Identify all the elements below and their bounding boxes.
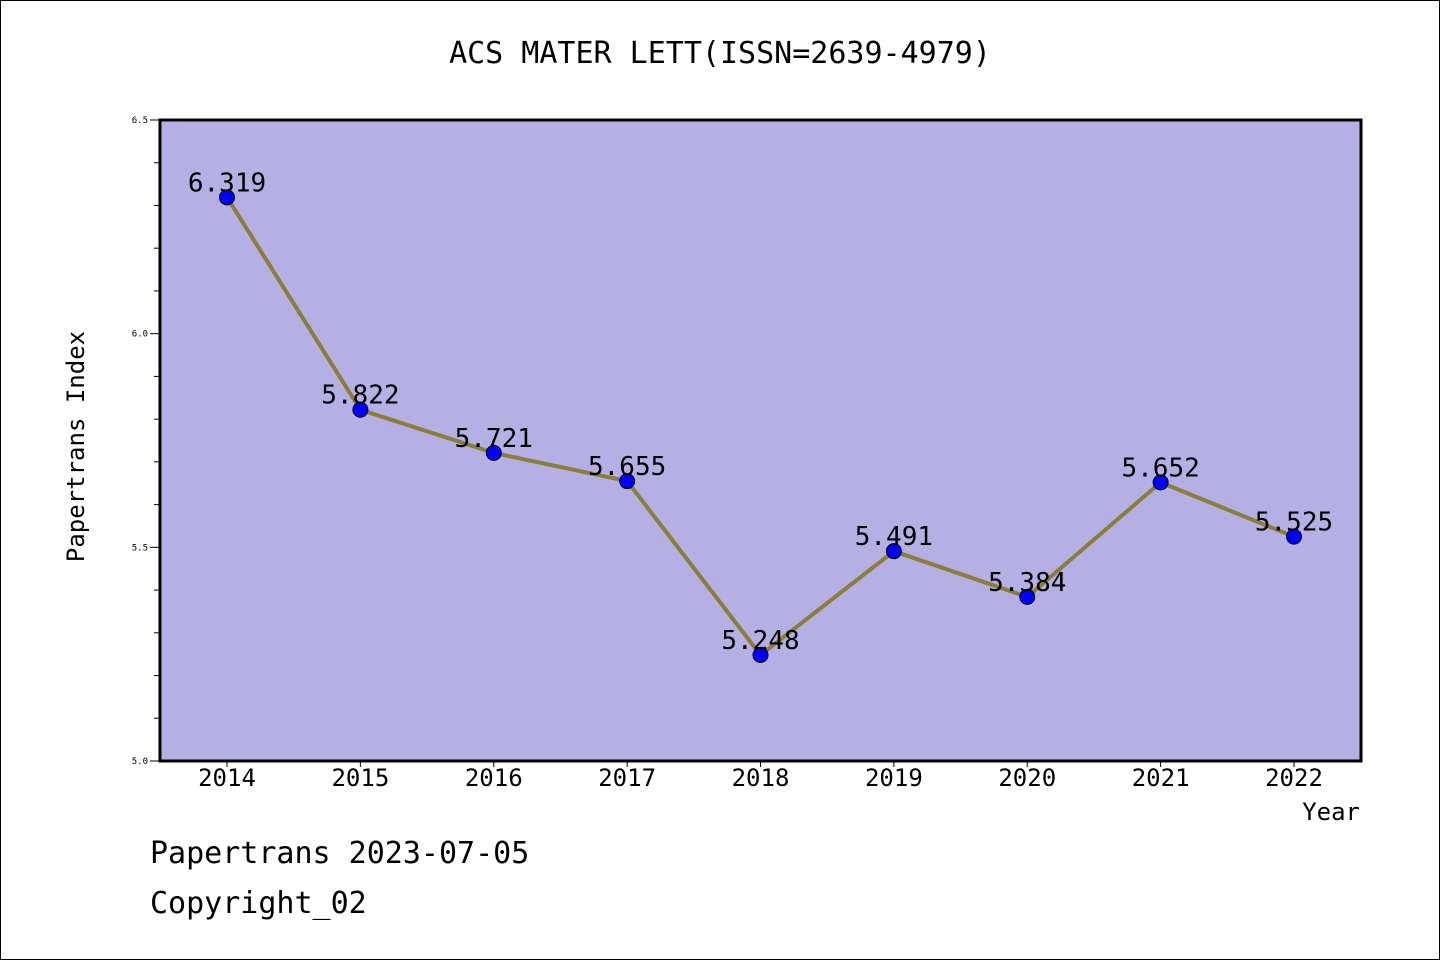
data-label: 5.822 bbox=[321, 381, 399, 411]
y-tick-label: 5.0 bbox=[132, 757, 148, 767]
x-tick-label: 2019 bbox=[865, 764, 923, 792]
chart-title: ACS MATER LETT(ISSN=2639-4979) bbox=[449, 36, 991, 71]
y-tick-label: 6.0 bbox=[132, 330, 148, 340]
data-point bbox=[1286, 528, 1302, 545]
data-label: 5.384 bbox=[988, 568, 1066, 598]
y-axis-label: Papertrans Index bbox=[62, 331, 90, 562]
data-point bbox=[352, 401, 369, 418]
data-label: 6.319 bbox=[188, 168, 266, 198]
data-point bbox=[1152, 474, 1169, 491]
data-point bbox=[1019, 588, 1036, 605]
x-axis-label: Year bbox=[1302, 798, 1360, 826]
x-tick-label: 2017 bbox=[598, 764, 656, 792]
data-label: 5.525 bbox=[1255, 508, 1333, 538]
x-tick-label: 2014 bbox=[198, 764, 256, 792]
data-point bbox=[885, 543, 902, 560]
data-point bbox=[619, 473, 636, 490]
x-tick-label: 2018 bbox=[732, 764, 790, 792]
y-tick-label: 5.5 bbox=[132, 543, 148, 553]
footer-date: Papertrans 2023-07-05 bbox=[150, 836, 530, 871]
y-tick-label: 6.5 bbox=[132, 116, 148, 126]
data-point bbox=[752, 647, 769, 664]
x-tick-label: 2016 bbox=[465, 764, 523, 792]
x-tick-label: 2020 bbox=[998, 764, 1056, 792]
x-tick-label: 2022 bbox=[1265, 764, 1323, 792]
data-label: 5.248 bbox=[721, 626, 799, 656]
data-label: 5.491 bbox=[855, 522, 933, 552]
data-point bbox=[219, 189, 235, 206]
x-tick-label: 2015 bbox=[331, 764, 389, 792]
data-label: 5.721 bbox=[455, 424, 533, 454]
footer-copyright: Copyright_02 bbox=[150, 886, 367, 921]
data-label: 5.655 bbox=[588, 452, 666, 482]
data-label: 5.652 bbox=[1121, 453, 1199, 483]
data-point bbox=[485, 444, 502, 461]
plot-area bbox=[158, 118, 1363, 763]
x-tick-label: 2021 bbox=[1132, 764, 1190, 792]
